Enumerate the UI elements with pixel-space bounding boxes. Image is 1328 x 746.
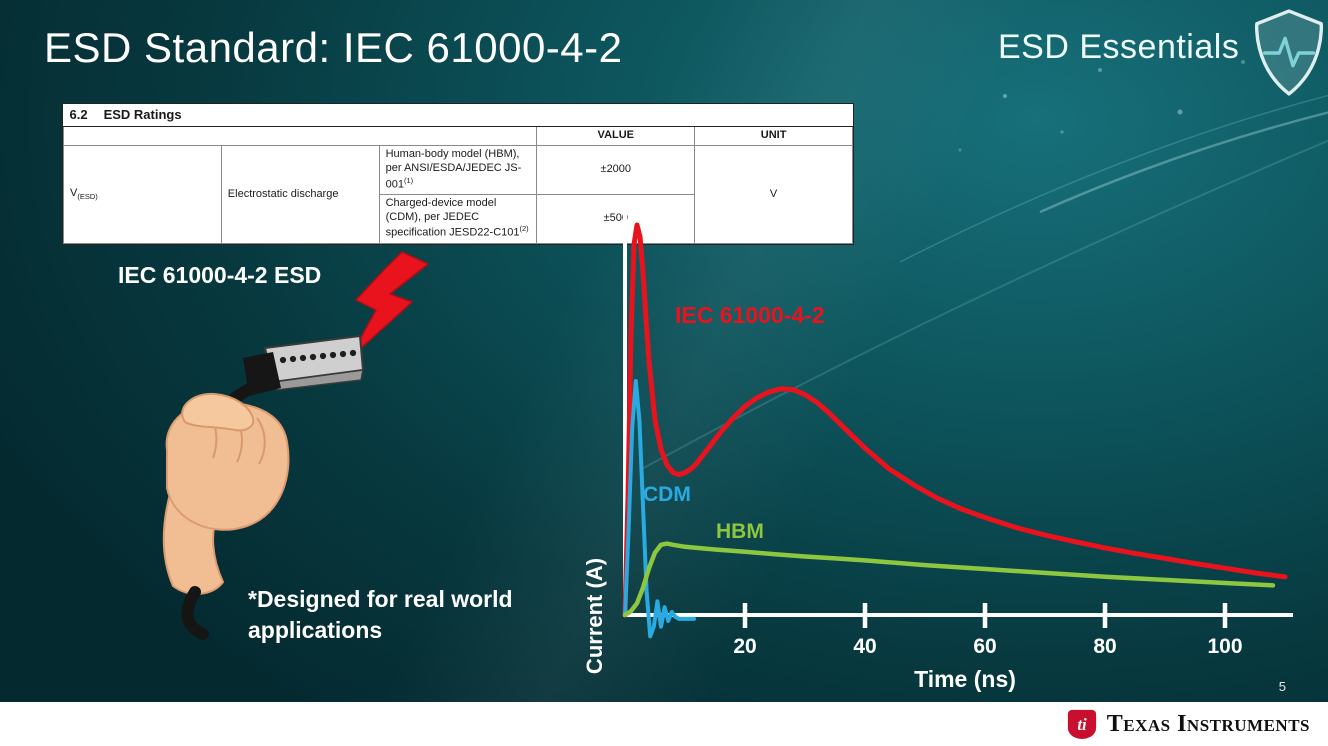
series-curve-iec-61000-4-2 <box>622 222 1288 618</box>
table-header-row: VALUE UNIT <box>62 126 853 146</box>
x-tick-label: 80 <box>1093 635 1116 658</box>
series-label-hbm: HBM <box>716 520 764 543</box>
chart-canvas: 20 40 60 80 100 <box>622 208 1293 658</box>
x-tick-label: 20 <box>733 635 756 658</box>
table-header-blank <box>62 126 538 146</box>
x-tick-label: 100 <box>1207 635 1242 658</box>
series-curve-cdm <box>623 379 696 639</box>
hbm-value-cell: ±2000 <box>536 145 696 195</box>
table-caption: ESD Ratings <box>103 107 182 122</box>
series-label-iec: IEC 61000-4-2 <box>675 302 825 328</box>
table-caption-row: 6.2 ESD Ratings <box>63 104 853 128</box>
series-label-cdm: CDM <box>643 483 691 506</box>
note-line-2: applications <box>248 617 383 643</box>
shield-pulse-icon <box>1255 9 1323 96</box>
table-row: V(ESD) Electrostatic discharge Human-bod… <box>63 145 853 244</box>
table-header-unit: UNIT <box>694 126 853 146</box>
table-row: Charged-device model (CDM), per JEDEC sp… <box>64 193 853 244</box>
hdmi-pin-holes <box>279 349 357 364</box>
esd-ratings-table: 6.2 ESD Ratings VALUE UNIT V(ESD) Electro… <box>62 103 854 245</box>
x-tick-label: 60 <box>973 635 996 658</box>
cdm-value-cell: ±500 <box>536 193 696 244</box>
note-line-1: *Designed for real world <box>248 586 513 612</box>
vesd-symbol-cell: V(ESD) <box>63 145 222 244</box>
series-brand-title: ESD Essentials <box>998 28 1240 66</box>
designed-note: *Designed for real world applications <box>248 584 513 646</box>
cable-lower <box>181 586 209 640</box>
page-title: ESD Standard: IEC 61000-4-2 <box>44 24 623 71</box>
ti-logo-icon: ti <box>1067 709 1096 739</box>
thumb <box>181 392 255 432</box>
cdm-description-cell: Charged-device model (CDM), per JEDEC sp… <box>378 193 538 244</box>
parameter-cell: Electrostatic discharge <box>220 145 380 244</box>
page-number: 5 <box>1278 679 1286 694</box>
hbm-description-cell: Human-body model (HBM), per ANSI/ESDA/JE… <box>378 145 538 195</box>
series-curve-hbm <box>622 541 1276 618</box>
table-section-number: 6.2 <box>69 107 88 122</box>
footer-brand-text: Texas Instruments <box>1106 710 1310 737</box>
table-header-value: VALUE <box>536 126 696 146</box>
iec-esd-label: IEC 61000-4-2 ESD <box>118 262 322 288</box>
esd-current-waveform-chart: 20 40 60 80 100 IEC 61000-4-2 CDM HBM Time (… <box>582 200 1315 705</box>
svg-text:ti: ti <box>1077 715 1087 734</box>
footer-bar: ti Texas Instruments <box>0 702 1328 746</box>
x-tick-label: 40 <box>853 635 876 658</box>
hand-holding-hdmi-illustration <box>162 334 365 640</box>
connector-boot <box>243 352 281 396</box>
unit-cell: V <box>694 145 853 244</box>
x-axis-label: Time (ns) <box>914 666 1016 692</box>
